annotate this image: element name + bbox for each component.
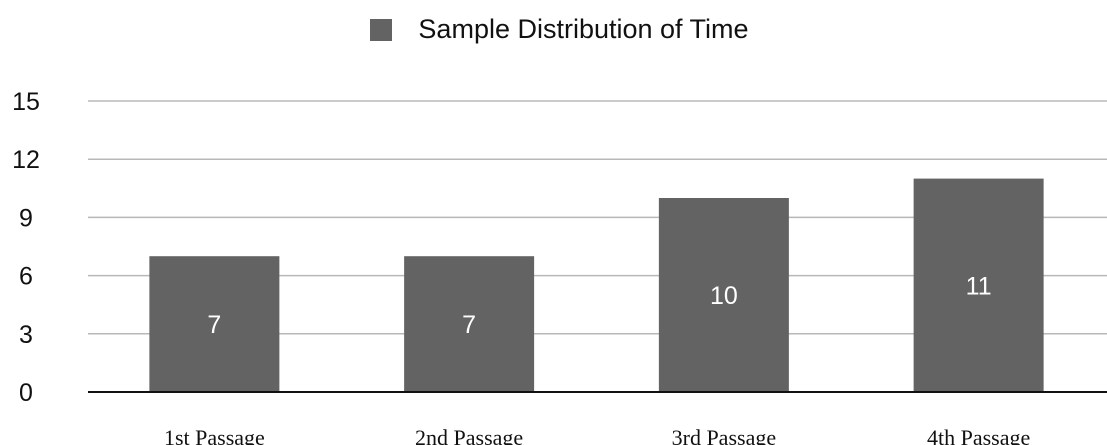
x-tick-label: 4th Passage — [927, 425, 1030, 445]
legend: Sample Distribution of Time — [0, 14, 1107, 46]
y-tick-label: 0 — [19, 379, 33, 407]
bar — [658, 198, 789, 392]
x-tick-label: 2nd Passage — [415, 425, 523, 445]
bar — [149, 256, 280, 392]
bar — [404, 256, 535, 392]
y-tick-label: 9 — [19, 204, 33, 232]
x-tick-label: 3rd Passage — [672, 425, 776, 445]
x-tick-label: 1st Passage — [164, 425, 265, 445]
data-label: 11 — [966, 272, 992, 300]
y-tick-label: 12 — [12, 146, 40, 174]
data-label: 7 — [207, 311, 221, 339]
data-label: 10 — [710, 282, 738, 310]
legend-item: Sample Distribution of Time — [370, 14, 749, 45]
bar — [913, 178, 1044, 392]
data-label: 7 — [462, 311, 476, 339]
legend-label: Sample Distribution of Time — [418, 14, 749, 44]
y-tick-label: 15 — [12, 88, 40, 116]
y-tick-label: 3 — [19, 321, 33, 349]
legend-swatch — [370, 18, 393, 41]
y-tick-label: 6 — [19, 263, 33, 291]
